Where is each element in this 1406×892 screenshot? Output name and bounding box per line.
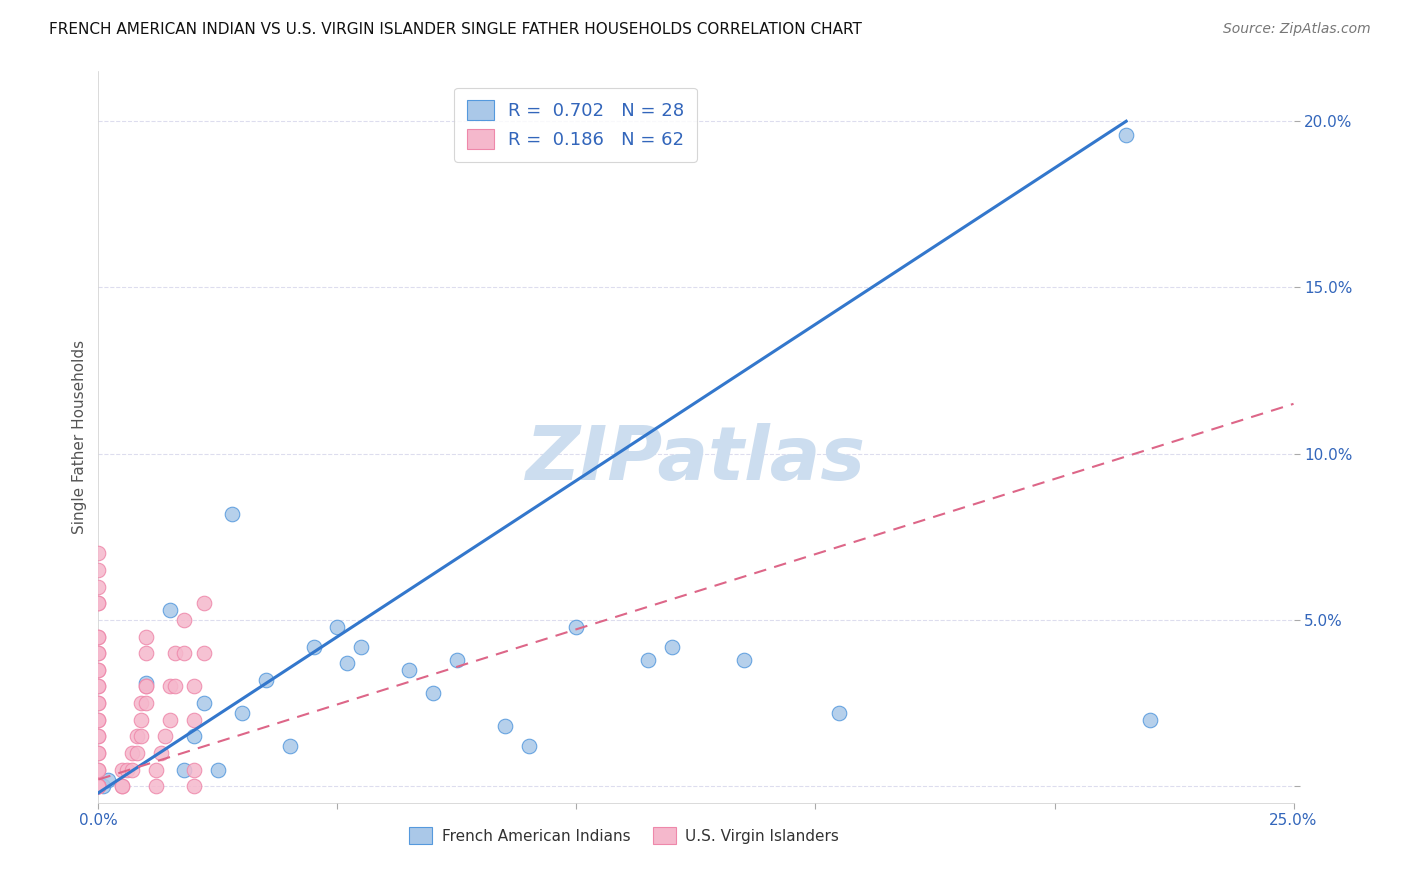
Point bbox=[87, 696, 110, 710]
Point bbox=[135, 696, 157, 710]
Point bbox=[125, 746, 148, 760]
Text: Source: ZipAtlas.com: Source: ZipAtlas.com bbox=[1223, 22, 1371, 37]
Point bbox=[207, 763, 229, 777]
Point bbox=[87, 646, 110, 660]
Point bbox=[87, 580, 110, 594]
Point bbox=[145, 779, 167, 793]
Point bbox=[87, 663, 110, 677]
Point bbox=[193, 696, 215, 710]
Point bbox=[183, 779, 205, 793]
Point bbox=[183, 729, 205, 743]
Point bbox=[446, 653, 468, 667]
Point bbox=[336, 656, 359, 670]
Point bbox=[87, 680, 110, 694]
Point bbox=[131, 729, 153, 743]
Point bbox=[87, 630, 110, 644]
Point bbox=[87, 779, 110, 793]
Point bbox=[183, 713, 205, 727]
Text: FRENCH AMERICAN INDIAN VS U.S. VIRGIN ISLANDER SINGLE FATHER HOUSEHOLDS CORRELAT: FRENCH AMERICAN INDIAN VS U.S. VIRGIN IS… bbox=[49, 22, 862, 37]
Point bbox=[87, 729, 110, 743]
Point bbox=[173, 763, 195, 777]
Point bbox=[87, 630, 110, 644]
Point bbox=[398, 663, 420, 677]
Point bbox=[254, 673, 277, 687]
Point bbox=[828, 706, 851, 720]
Point bbox=[145, 763, 167, 777]
Point bbox=[87, 779, 110, 793]
Point bbox=[135, 680, 157, 694]
Point bbox=[87, 779, 110, 793]
Point bbox=[87, 763, 110, 777]
Point bbox=[87, 546, 110, 560]
Point bbox=[87, 563, 110, 577]
Point bbox=[121, 746, 143, 760]
Point bbox=[87, 663, 110, 677]
Point bbox=[121, 763, 143, 777]
Point bbox=[494, 719, 516, 733]
Point bbox=[193, 596, 215, 610]
Point bbox=[135, 646, 157, 660]
Point bbox=[87, 746, 110, 760]
Point bbox=[87, 646, 110, 660]
Point bbox=[87, 779, 110, 793]
Point bbox=[135, 676, 157, 690]
Point bbox=[135, 680, 157, 694]
Point bbox=[159, 680, 181, 694]
Point bbox=[183, 763, 205, 777]
Y-axis label: Single Father Households: Single Father Households bbox=[72, 340, 87, 534]
Point bbox=[97, 772, 120, 787]
Point bbox=[87, 596, 110, 610]
Point bbox=[517, 739, 540, 754]
Point bbox=[135, 630, 157, 644]
Point bbox=[111, 763, 134, 777]
Point bbox=[87, 746, 110, 760]
Point bbox=[733, 653, 755, 667]
Point bbox=[565, 619, 588, 633]
Point bbox=[87, 779, 110, 793]
Text: ZIPatlas: ZIPatlas bbox=[526, 423, 866, 496]
Point bbox=[159, 603, 181, 617]
Point bbox=[87, 713, 110, 727]
Point bbox=[155, 729, 177, 743]
Point bbox=[87, 729, 110, 743]
Point bbox=[87, 713, 110, 727]
Point bbox=[350, 640, 373, 654]
Point bbox=[163, 680, 186, 694]
Legend: French American Indians, U.S. Virgin Islanders: French American Indians, U.S. Virgin Isl… bbox=[404, 822, 845, 850]
Point bbox=[87, 596, 110, 610]
Point bbox=[159, 713, 181, 727]
Point bbox=[131, 713, 153, 727]
Point bbox=[173, 613, 195, 627]
Point bbox=[1115, 128, 1137, 142]
Point bbox=[87, 680, 110, 694]
Point bbox=[163, 646, 186, 660]
Point bbox=[302, 640, 325, 654]
Point bbox=[149, 746, 172, 760]
Point bbox=[231, 706, 253, 720]
Point bbox=[661, 640, 683, 654]
Point bbox=[173, 646, 195, 660]
Point bbox=[91, 779, 114, 793]
Point bbox=[115, 763, 138, 777]
Point bbox=[87, 779, 110, 793]
Point bbox=[278, 739, 301, 754]
Point bbox=[637, 653, 659, 667]
Point bbox=[111, 779, 134, 793]
Point bbox=[422, 686, 444, 700]
Point bbox=[87, 696, 110, 710]
Point bbox=[131, 696, 153, 710]
Point bbox=[326, 619, 349, 633]
Point bbox=[111, 779, 134, 793]
Point bbox=[221, 507, 243, 521]
Point bbox=[87, 763, 110, 777]
Point bbox=[125, 729, 148, 743]
Point bbox=[1139, 713, 1161, 727]
Point bbox=[193, 646, 215, 660]
Point bbox=[183, 680, 205, 694]
Point bbox=[87, 779, 110, 793]
